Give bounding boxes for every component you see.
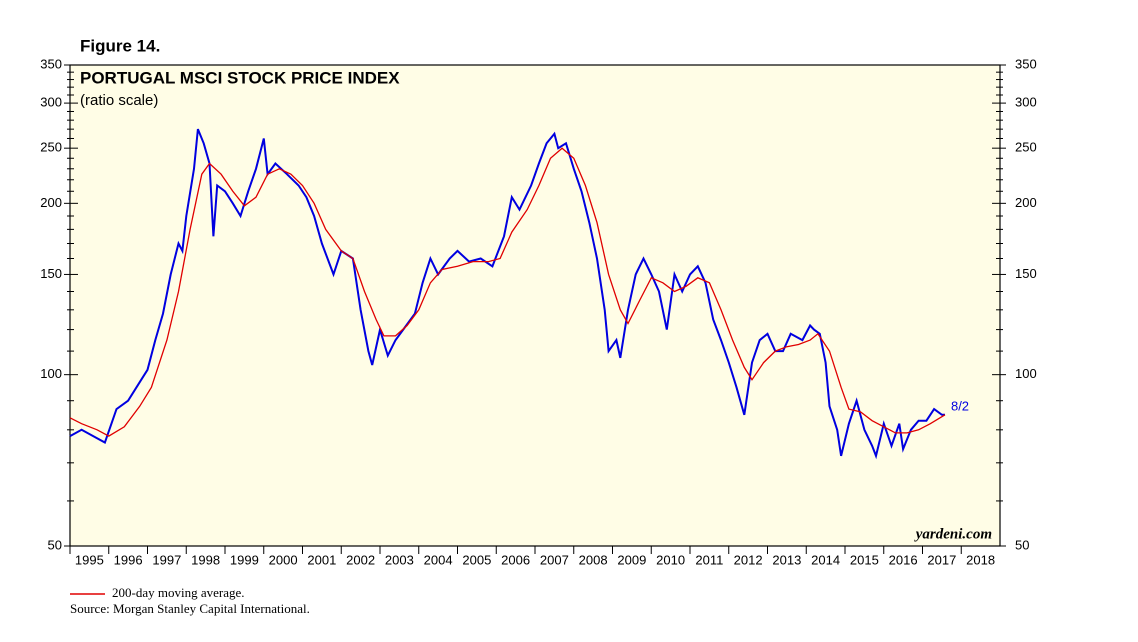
x-tick-label: 1996 [114,552,143,567]
y2-tick-label: 150 [1015,266,1037,281]
legend-label: 200-day moving average. [112,585,244,600]
watermark: yardeni.com [914,526,992,542]
chart-subtitle: (ratio scale) [80,92,158,109]
x-tick-label: 2004 [424,552,453,567]
x-tick-label: 2003 [385,552,414,567]
x-tick-label: 2006 [501,552,530,567]
x-tick-label: 1999 [230,552,259,567]
x-tick-label: 2013 [772,552,801,567]
y-tick-label: 350 [40,56,62,71]
x-tick-label: 2008 [579,552,608,567]
x-tick-label: 2009 [617,552,646,567]
x-tick-label: 2015 [850,552,879,567]
y-tick-label: 200 [40,195,62,210]
y-tick-label: 100 [40,366,62,381]
x-tick-label: 2002 [346,552,375,567]
y2-tick-label: 300 [1015,95,1037,110]
figure-label: Figure 14. [80,36,160,55]
y2-tick-label: 200 [1015,195,1037,210]
y2-tick-label: 350 [1015,56,1037,71]
x-tick-label: 2005 [462,552,491,567]
y2-tick-label: 100 [1015,366,1037,381]
x-tick-label: 2016 [889,552,918,567]
x-tick-label: 1998 [191,552,220,567]
x-tick-label: 2014 [811,552,840,567]
plot-area [69,64,1001,547]
end-label: 8/2 [951,398,969,413]
x-tick-label: 2011 [695,552,723,567]
x-tick-label: 2000 [269,552,298,567]
x-tick-label: 2017 [927,552,956,567]
x-tick-label: 1995 [75,552,104,567]
y-tick-label: 250 [40,140,62,155]
chart-title: PORTUGAL MSCI STOCK PRICE INDEX [80,68,400,87]
y2-tick-label: 250 [1015,140,1037,155]
data-line [69,147,946,437]
y-tick-label: 150 [40,266,62,281]
source-note: Source: Morgan Stanley Capital Internati… [70,601,310,616]
y2-tick-label: 50 [1015,537,1029,552]
x-tick-label: 1997 [152,552,181,567]
x-tick-label: 2001 [307,552,336,567]
x-tick-label: 2007 [540,552,569,567]
x-tick-label: 2012 [734,552,763,567]
y-tick-label: 300 [40,95,62,110]
x-tick-label: 2010 [656,552,685,567]
y-tick-label: 50 [48,537,62,552]
x-tick-label: 2018 [966,552,995,567]
